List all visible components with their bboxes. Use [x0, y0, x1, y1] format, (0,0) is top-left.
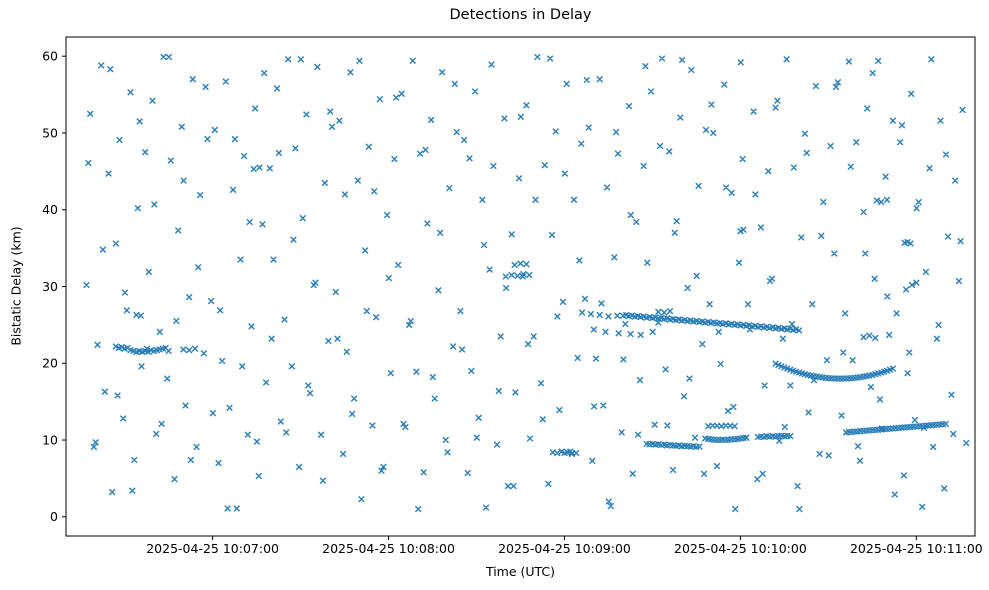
x-tick-label: 2025-04-25 10:09:00: [498, 541, 631, 556]
scatter-series-misc-dense: [133, 164, 920, 342]
y-tick-label: 60: [42, 48, 58, 63]
scatter-series-cluster-12km: [704, 422, 738, 430]
y-tick-label: 40: [42, 202, 58, 217]
x-tick-label: 2025-04-25 10:07:00: [146, 541, 279, 556]
y-tick-label: 50: [42, 125, 58, 140]
scatter-series-track-26-to-24km: [619, 311, 803, 334]
scatter-series-track-10km: [701, 432, 794, 444]
y-tick-label: 20: [42, 356, 58, 371]
scatter-series-cluster-31-33km: [502, 260, 533, 280]
scatter-series-scatter-field: [83, 53, 970, 513]
scatter-series-track-11-to-12km: [842, 420, 949, 436]
x-axis-label: Time (UTC): [485, 564, 556, 579]
scatter-series-track-19-to-18km: [772, 360, 897, 382]
x-tick-label: 2025-04-25 10:10:00: [674, 541, 807, 556]
y-tick-label: 10: [42, 432, 58, 447]
axes-frame: [65, 36, 976, 537]
scatter-series-cluster-8km: [549, 448, 580, 458]
scatter-series-track-9km: [643, 440, 703, 451]
x-tick-label: 2025-04-25 10:08:00: [322, 541, 455, 556]
chart-title: Detections in Delay: [449, 7, 592, 23]
y-tick-label: 30: [42, 279, 58, 294]
y-axis-label: Bistatic Delay (km): [8, 226, 24, 346]
scatter-series-cluster-22km-early: [112, 343, 199, 356]
y-tick-label: 0: [50, 509, 58, 524]
x-tick-label: 2025-04-25 10:11:00: [850, 541, 983, 556]
